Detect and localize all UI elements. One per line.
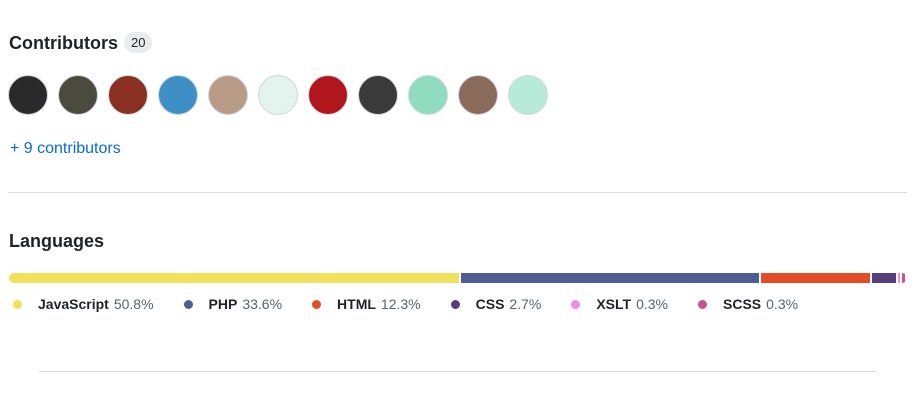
legend-item[interactable]: PHP 33.6% (183, 296, 283, 312)
legend-dot (183, 299, 193, 309)
language-segment (760, 273, 870, 283)
language-name: XSLT (596, 296, 632, 312)
avatar[interactable] (358, 75, 398, 115)
avatar[interactable] (8, 75, 48, 115)
avatar[interactable] (308, 75, 348, 115)
avatar[interactable] (508, 75, 548, 115)
legend-dot (698, 299, 708, 309)
contributors-title: Contributors (9, 33, 118, 53)
language-percent: 12.3% (380, 296, 421, 312)
divider (39, 371, 877, 372)
legend-dot (312, 299, 322, 309)
legend-item[interactable]: SCSS 0.3% (698, 296, 798, 312)
divider (8, 192, 907, 193)
legend-item[interactable]: XSLT 0.3% (571, 296, 668, 312)
language-name: CSS (475, 296, 505, 312)
avatar[interactable] (58, 75, 98, 115)
more-contributors-link[interactable]: + 9 contributors (10, 140, 121, 157)
language-name: SCSS (723, 296, 762, 312)
section-title: Contributors 20 (9, 32, 153, 54)
language-segment (461, 273, 759, 283)
avatar[interactable] (258, 75, 298, 115)
avatar[interactable] (208, 75, 248, 115)
language-legend: JavaScript 50.8% PHP 33.6% HTML 12.3% CSS 2.7% X… (13, 296, 828, 312)
avatar[interactable] (458, 75, 498, 115)
avatar[interactable] (108, 75, 148, 115)
language-segment (897, 273, 901, 283)
languages-header: Languages (9, 231, 104, 252)
language-name: JavaScript (38, 296, 109, 312)
language-segment (871, 273, 896, 283)
legend-dot (450, 299, 460, 309)
legend-dot (571, 299, 581, 309)
language-segment (902, 273, 906, 283)
language-percent: 50.8% (113, 296, 154, 312)
section-title: Languages (9, 231, 105, 251)
legend-item[interactable]: JavaScript 50.8% (13, 296, 154, 312)
language-name: PHP (208, 296, 238, 312)
language-percent: 33.6% (242, 296, 283, 312)
contributors-header: Contributors 20 (9, 32, 153, 54)
language-name: HTML (337, 296, 376, 312)
legend-dot (13, 299, 22, 309)
language-bar (9, 273, 907, 283)
language-percent: 2.7% (509, 296, 542, 312)
language-segment (9, 273, 460, 283)
language-percent: 0.3% (636, 296, 669, 312)
contributors-count: 20 (123, 32, 153, 53)
avatar-list (8, 75, 558, 115)
avatar[interactable] (408, 75, 448, 115)
legend-item[interactable]: HTML 12.3% (312, 296, 421, 312)
legend-item[interactable]: CSS 2.7% (450, 296, 542, 312)
avatar[interactable] (158, 75, 198, 115)
language-percent: 0.3% (766, 296, 799, 312)
